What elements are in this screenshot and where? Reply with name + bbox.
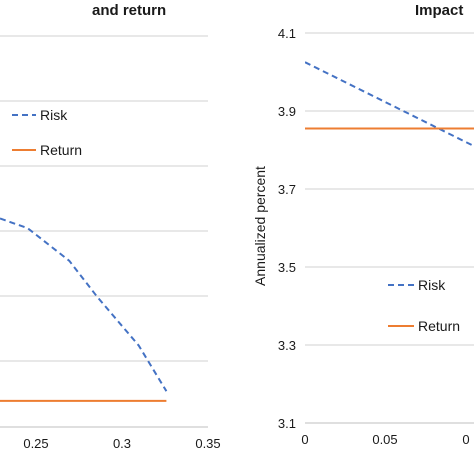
x-tick-label: 0 — [301, 432, 308, 447]
series-group — [0, 217, 168, 402]
y-tick-label: 3.7 — [278, 182, 296, 197]
y-tick-label: 3.9 — [278, 104, 296, 119]
legend: Risk Return — [388, 277, 460, 334]
chart-title: Impact — [415, 2, 463, 19]
series-line-risk — [0, 217, 168, 392]
chart-title: and return — [92, 2, 166, 19]
y-tick-label: 3.3 — [278, 338, 296, 353]
chart-panel-2: Impact 3.1 3.3 3.5 3.7 3.9 4.1 Annualized perce… — [252, 2, 474, 447]
legend-label-return: Return — [40, 142, 82, 158]
x-tick-label: 0.35 — [195, 436, 220, 451]
y-tick-label: 3.1 — [278, 416, 296, 431]
legend-label-risk: Risk — [418, 277, 446, 293]
y-tick-label: 4.1 — [278, 26, 296, 41]
y-axis-label: Annualized percent — [252, 166, 268, 286]
series-group — [305, 61, 474, 147]
y-tick-label: 3.5 — [278, 260, 296, 275]
series-line-risk — [305, 61, 474, 147]
legend-label-return: Return — [418, 318, 460, 334]
x-tick-label: 0.3 — [113, 436, 131, 451]
legend: Risk Return — [12, 107, 82, 158]
x-tick-label: 0 — [462, 432, 469, 447]
legend-label-risk: Risk — [40, 107, 68, 123]
x-tick-label: 0.05 — [372, 432, 397, 447]
x-tick-label: 0.25 — [23, 436, 48, 451]
chart-panel-1: and return 0.25 0.3 0.35 Risk Return — [0, 2, 221, 451]
